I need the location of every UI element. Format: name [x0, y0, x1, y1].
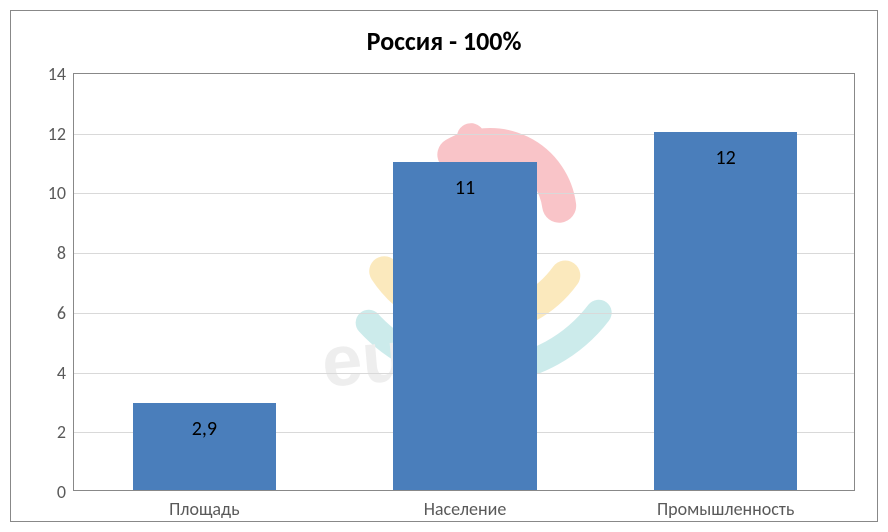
bar: [393, 162, 536, 490]
y-tick-label: 12: [34, 123, 66, 145]
y-tick-label: 2: [34, 421, 66, 443]
x-tick-label: Промышленность: [657, 490, 794, 520]
bar-value-label: 12: [716, 146, 736, 170]
plot-area: 024681012142,9Площадь11Население12Промыш…: [73, 73, 855, 491]
bar: [133, 403, 276, 490]
y-tick-label: 8: [34, 242, 66, 264]
x-tick-label: Население: [424, 490, 507, 520]
y-tick-label: 10: [34, 182, 66, 204]
bar: [654, 132, 797, 490]
bar-value-label: 11: [455, 176, 475, 200]
chart-frame: Россия - 100% euroki 024681012142,9Площа…: [10, 10, 878, 522]
y-tick-label: 14: [34, 63, 66, 85]
y-tick-label: 6: [34, 302, 66, 324]
chart-title: Россия - 100%: [11, 25, 877, 57]
x-tick-label: Площадь: [169, 490, 239, 520]
bar-value-label: 2,9: [192, 417, 217, 441]
y-tick-label: 4: [34, 362, 66, 384]
y-tick-label: 0: [34, 481, 66, 503]
